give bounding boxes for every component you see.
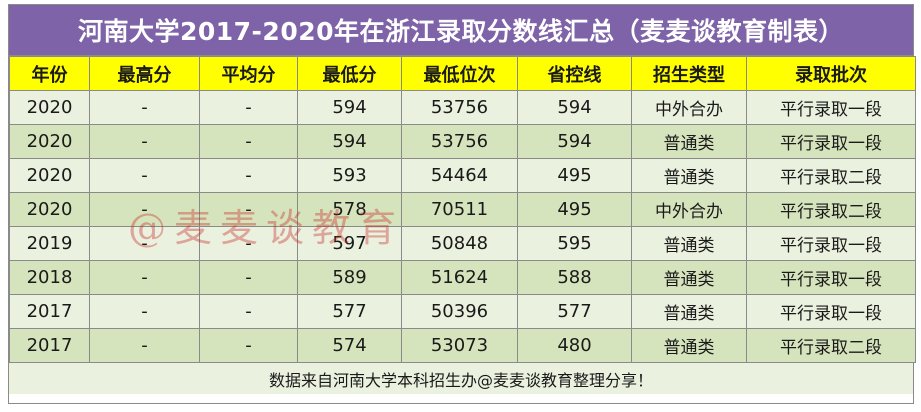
score-table: 年份 最高分 平均分 最低分 最低位次 省控线 招生类型 录取批次 2020 -… <box>9 56 916 363</box>
cell-avg-score: - <box>199 260 298 295</box>
cell-min-score: 594 <box>297 124 402 159</box>
table-row: 2019 - - 597 50848 595 普通类 平行录取一段 <box>9 226 916 261</box>
cell-max-score: - <box>89 124 200 159</box>
cell-min-score: 589 <box>297 260 402 295</box>
cell-batch: 平行录取二段 <box>746 328 916 363</box>
table-row: 2017 - - 574 53073 480 普通类 平行录取二段 <box>9 328 916 363</box>
cell-min-rank: 50396 <box>401 294 518 329</box>
col-header-type: 招生类型 <box>631 56 747 91</box>
col-header-control-line: 省控线 <box>517 56 632 91</box>
table-row: 2020 - - 594 53756 594 中外合办 平行录取一段 <box>9 90 916 125</box>
cell-type: 普通类 <box>631 124 747 159</box>
cell-type: 普通类 <box>631 328 747 363</box>
cell-batch: 平行录取一段 <box>746 90 916 125</box>
cell-control-line: 594 <box>517 124 632 159</box>
cell-avg-score: - <box>199 192 298 227</box>
cell-min-score: 574 <box>297 328 402 363</box>
cell-min-rank: 53073 <box>401 328 518 363</box>
cell-min-rank: 54464 <box>401 158 518 193</box>
col-header-max-score: 最高分 <box>89 56 200 91</box>
cell-min-score: 578 <box>297 192 402 227</box>
cell-avg-score: - <box>199 124 298 159</box>
cell-type: 普通类 <box>631 158 747 193</box>
cell-control-line: 588 <box>517 260 632 295</box>
cell-max-score: - <box>89 328 200 363</box>
cell-max-score: - <box>89 192 200 227</box>
cell-max-score: - <box>89 226 200 261</box>
cell-avg-score: - <box>199 294 298 329</box>
cell-max-score: - <box>89 294 200 329</box>
cell-min-rank: 53756 <box>401 90 518 125</box>
source-footnote: 数据来自河南大学本科招生办@麦麦谈教育整理分享！ <box>9 363 913 394</box>
cell-type: 普通类 <box>631 260 747 295</box>
cell-year: 2017 <box>9 328 90 363</box>
table-row: 2020 - - 578 70511 495 中外合办 平行录取二段 <box>9 192 916 227</box>
cell-batch: 平行录取一段 <box>746 260 916 295</box>
cell-type: 普通类 <box>631 294 747 329</box>
cell-control-line: 594 <box>517 90 632 125</box>
cell-avg-score: - <box>199 158 298 193</box>
cell-max-score: - <box>89 158 200 193</box>
cell-control-line: 480 <box>517 328 632 363</box>
col-header-min-score: 最低分 <box>297 56 402 91</box>
cell-type: 中外合办 <box>631 192 747 227</box>
cell-year: 2020 <box>9 124 90 159</box>
cell-avg-score: - <box>199 328 298 363</box>
table-row: 2020 - - 594 53756 594 普通类 平行录取一段 <box>9 124 916 159</box>
cell-min-score: 597 <box>297 226 402 261</box>
cell-control-line: 495 <box>517 158 632 193</box>
cell-control-line: 595 <box>517 226 632 261</box>
cell-min-score: 593 <box>297 158 402 193</box>
header-row: 年份 最高分 平均分 最低分 最低位次 省控线 招生类型 录取批次 <box>9 56 916 91</box>
table-row: 2020 - - 593 54464 495 普通类 平行录取二段 <box>9 158 916 193</box>
cell-year: 2019 <box>9 226 90 261</box>
cell-avg-score: - <box>199 226 298 261</box>
cell-min-rank: 50848 <box>401 226 518 261</box>
cell-min-rank: 70511 <box>401 192 518 227</box>
col-header-batch: 录取批次 <box>746 56 916 91</box>
table-row: 2017 - - 577 50396 577 普通类 平行录取一段 <box>9 294 916 329</box>
cell-year: 2020 <box>9 90 90 125</box>
cell-batch: 平行录取二段 <box>746 192 916 227</box>
col-header-avg-score: 平均分 <box>199 56 298 91</box>
cell-batch: 平行录取一段 <box>746 124 916 159</box>
cell-control-line: 495 <box>517 192 632 227</box>
cell-batch: 平行录取一段 <box>746 294 916 329</box>
cell-min-rank: 51624 <box>401 260 518 295</box>
cell-control-line: 577 <box>517 294 632 329</box>
cell-max-score: - <box>89 90 200 125</box>
cell-min-score: 577 <box>297 294 402 329</box>
cell-max-score: - <box>89 260 200 295</box>
cell-batch: 平行录取二段 <box>746 158 916 193</box>
cell-avg-score: - <box>199 90 298 125</box>
cell-min-score: 594 <box>297 90 402 125</box>
col-header-min-rank: 最低位次 <box>401 56 518 91</box>
cell-type: 中外合办 <box>631 90 747 125</box>
col-header-year: 年份 <box>9 56 90 91</box>
cell-year: 2018 <box>9 260 90 295</box>
table-title: 河南大学2017-2020年在浙江录取分数线汇总（麦麦谈教育制表） <box>9 5 913 56</box>
table-row: 2018 - - 589 51624 588 普通类 平行录取一段 <box>9 260 916 295</box>
cell-year: 2020 <box>9 192 90 227</box>
score-table-sheet: 河南大学2017-2020年在浙江录取分数线汇总（麦麦谈教育制表） 年份 最高分… <box>8 4 916 404</box>
cell-year: 2020 <box>9 158 90 193</box>
cell-type: 普通类 <box>631 226 747 261</box>
cell-batch: 平行录取一段 <box>746 226 916 261</box>
cell-min-rank: 53756 <box>401 124 518 159</box>
cell-year: 2017 <box>9 294 90 329</box>
